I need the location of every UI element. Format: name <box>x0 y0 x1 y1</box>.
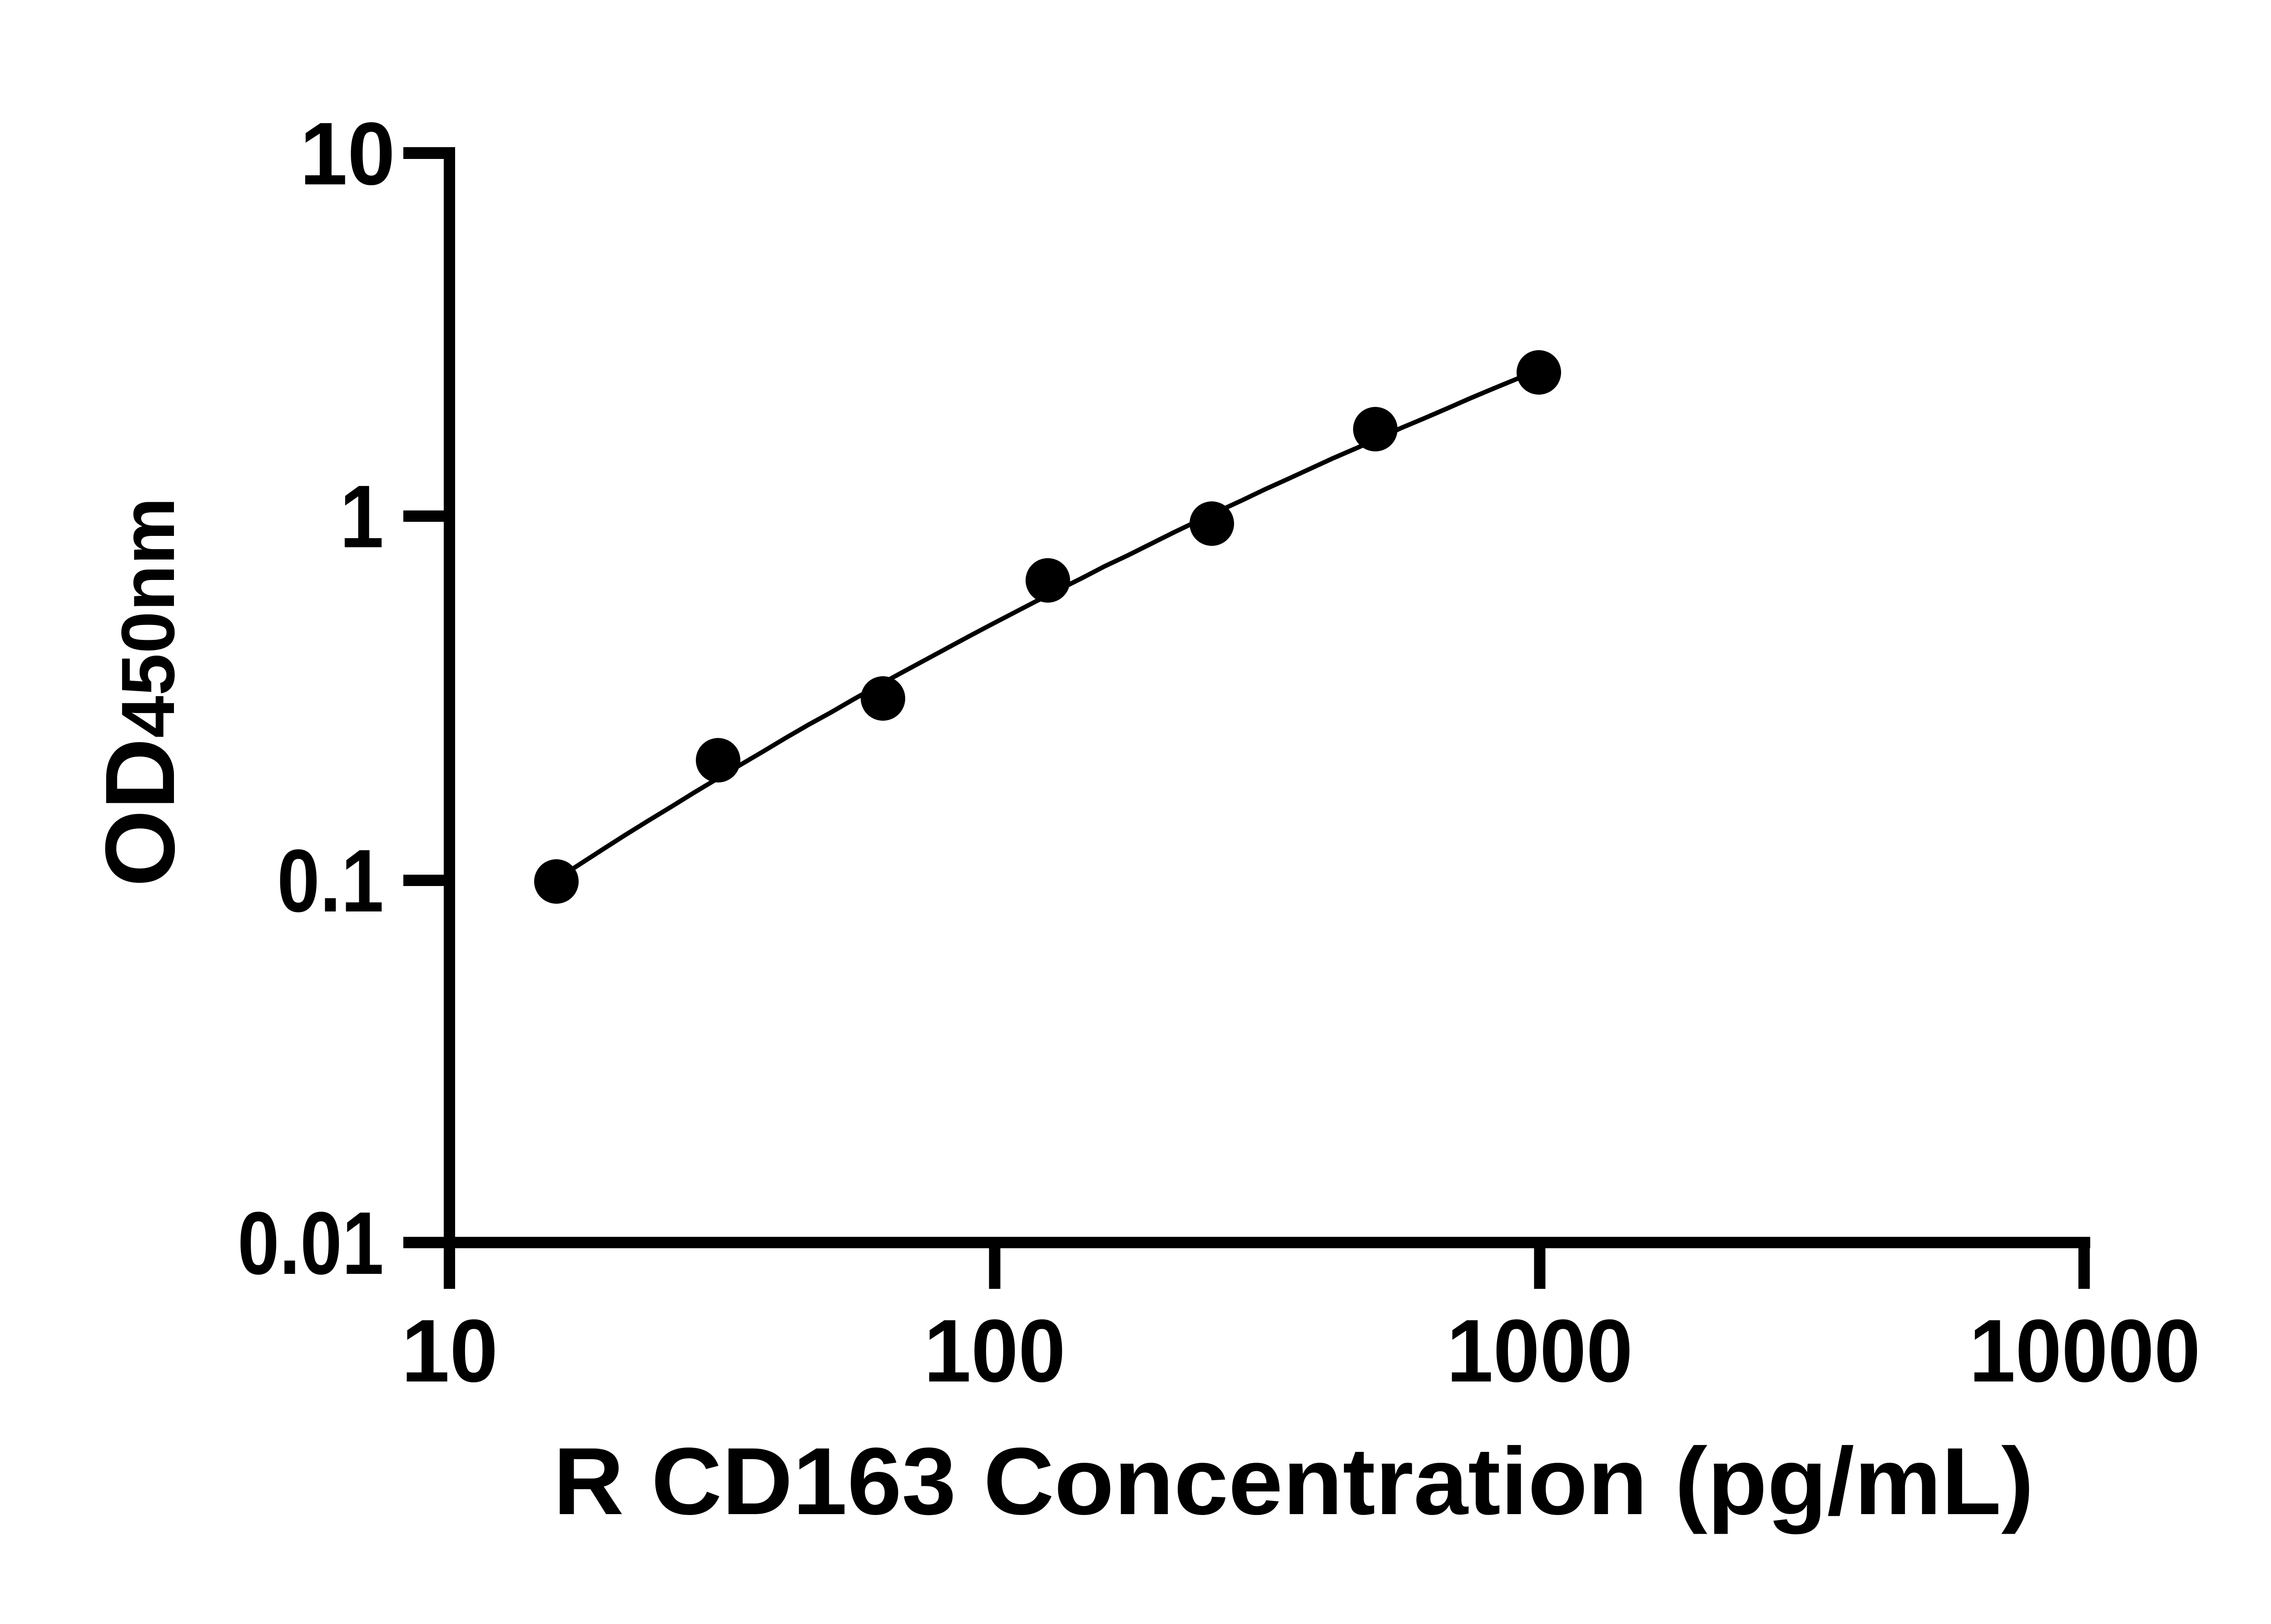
svg-text:0.01: 0.01 <box>238 1193 384 1293</box>
svg-text:1: 1 <box>340 467 384 566</box>
svg-text:1000: 1000 <box>1447 1301 1633 1401</box>
svg-text:10: 10 <box>300 104 395 203</box>
svg-text:0.1: 0.1 <box>277 831 384 931</box>
svg-text:10000: 10000 <box>1969 1301 2201 1401</box>
svg-text:10: 10 <box>402 1301 498 1401</box>
svg-text:100: 100 <box>924 1301 1066 1401</box>
svg-text:R CD163 Concentration (pg/mL): R CD163 Concentration (pg/mL) <box>553 1428 2034 1535</box>
svg-text:OD450nm: OD450nm <box>85 497 195 887</box>
